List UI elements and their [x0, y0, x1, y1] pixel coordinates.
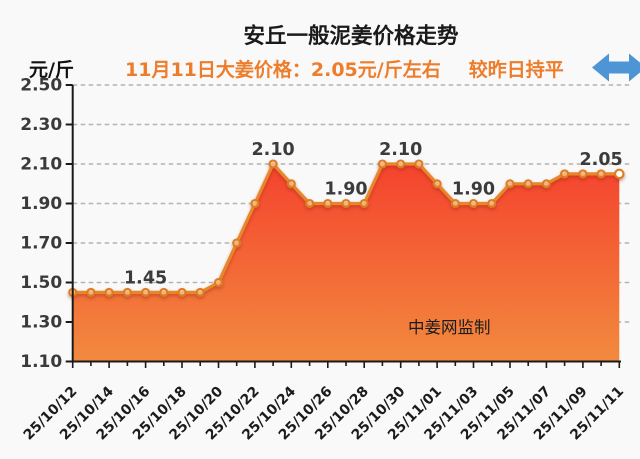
- flat-trend-arrow-icon: [591, 53, 640, 82]
- subtitle: 11月11日大姜价格：2.05元/斤左右 较昨日持平: [125, 53, 640, 83]
- data-point-marker: [450, 198, 460, 209]
- subtitle-price-text: 11月11日大姜价格：2.05元/斤左右: [125, 59, 441, 81]
- data-point-marker: [578, 169, 588, 179]
- data-point-marker: [596, 169, 606, 179]
- y-axis-tick-label: 2.50: [20, 76, 62, 96]
- y-axis-tick-label: 2.10: [20, 155, 62, 175]
- data-point-marker: [86, 287, 96, 297]
- data-point-marker: [195, 287, 205, 297]
- data-point-marker: [359, 198, 369, 209]
- data-point-marker: [560, 169, 570, 179]
- data-point-marker: [414, 159, 424, 169]
- data-point-marker: [377, 159, 387, 169]
- subtitle-trend-text: 较昨日持平: [468, 59, 564, 81]
- data-point-marker: [286, 179, 296, 189]
- y-axis-tick-label: 1.30: [20, 313, 62, 333]
- y-axis-tick-label: 1.90: [20, 194, 62, 214]
- data-point-marker: [104, 287, 114, 297]
- current-data-point-marker: [614, 168, 625, 180]
- data-point-marker: [432, 179, 442, 189]
- data-point-marker: [396, 159, 406, 169]
- flat-trend-arrow-shape: [591, 53, 640, 82]
- price-area: [72, 164, 620, 362]
- data-point-marker: [341, 198, 351, 209]
- data-point-label: 2.10: [252, 140, 295, 160]
- y-axis-tick-label: 1.10: [20, 352, 62, 372]
- data-point-marker: [141, 287, 151, 297]
- data-point-marker: [177, 287, 187, 297]
- data-point-marker: [505, 179, 515, 189]
- data-point-marker: [250, 198, 260, 209]
- y-axis-tick-label: 2.30: [20, 115, 62, 135]
- y-axis-tick-label: 1.50: [20, 273, 62, 293]
- data-point-marker: [487, 198, 497, 209]
- y-axis-unit-label: 元/斤: [29, 59, 74, 81]
- data-point-label: 1.45: [124, 268, 167, 288]
- y-axis-tick-label: 1.70: [20, 234, 62, 254]
- price-line-group: [68, 159, 625, 297]
- data-point-marker: [541, 179, 551, 189]
- data-point-label: 2.05: [580, 150, 623, 170]
- chart-title: 安丘一般泥姜价格走势: [243, 24, 459, 49]
- data-point-marker: [232, 238, 242, 248]
- data-point-marker: [268, 159, 278, 169]
- data-point-label: 1.90: [452, 180, 495, 200]
- data-point-marker: [523, 179, 533, 189]
- data-point-marker: [213, 277, 224, 288]
- data-point-marker: [159, 287, 169, 297]
- watermark: 中姜网监制: [408, 318, 491, 337]
- data-point-label: 1.90: [324, 180, 367, 200]
- data-point-marker: [468, 198, 479, 209]
- data-point-label: 2.10: [379, 140, 422, 160]
- data-point-marker: [323, 198, 333, 209]
- data-point-marker: [305, 198, 315, 209]
- data-point-marker: [122, 287, 132, 297]
